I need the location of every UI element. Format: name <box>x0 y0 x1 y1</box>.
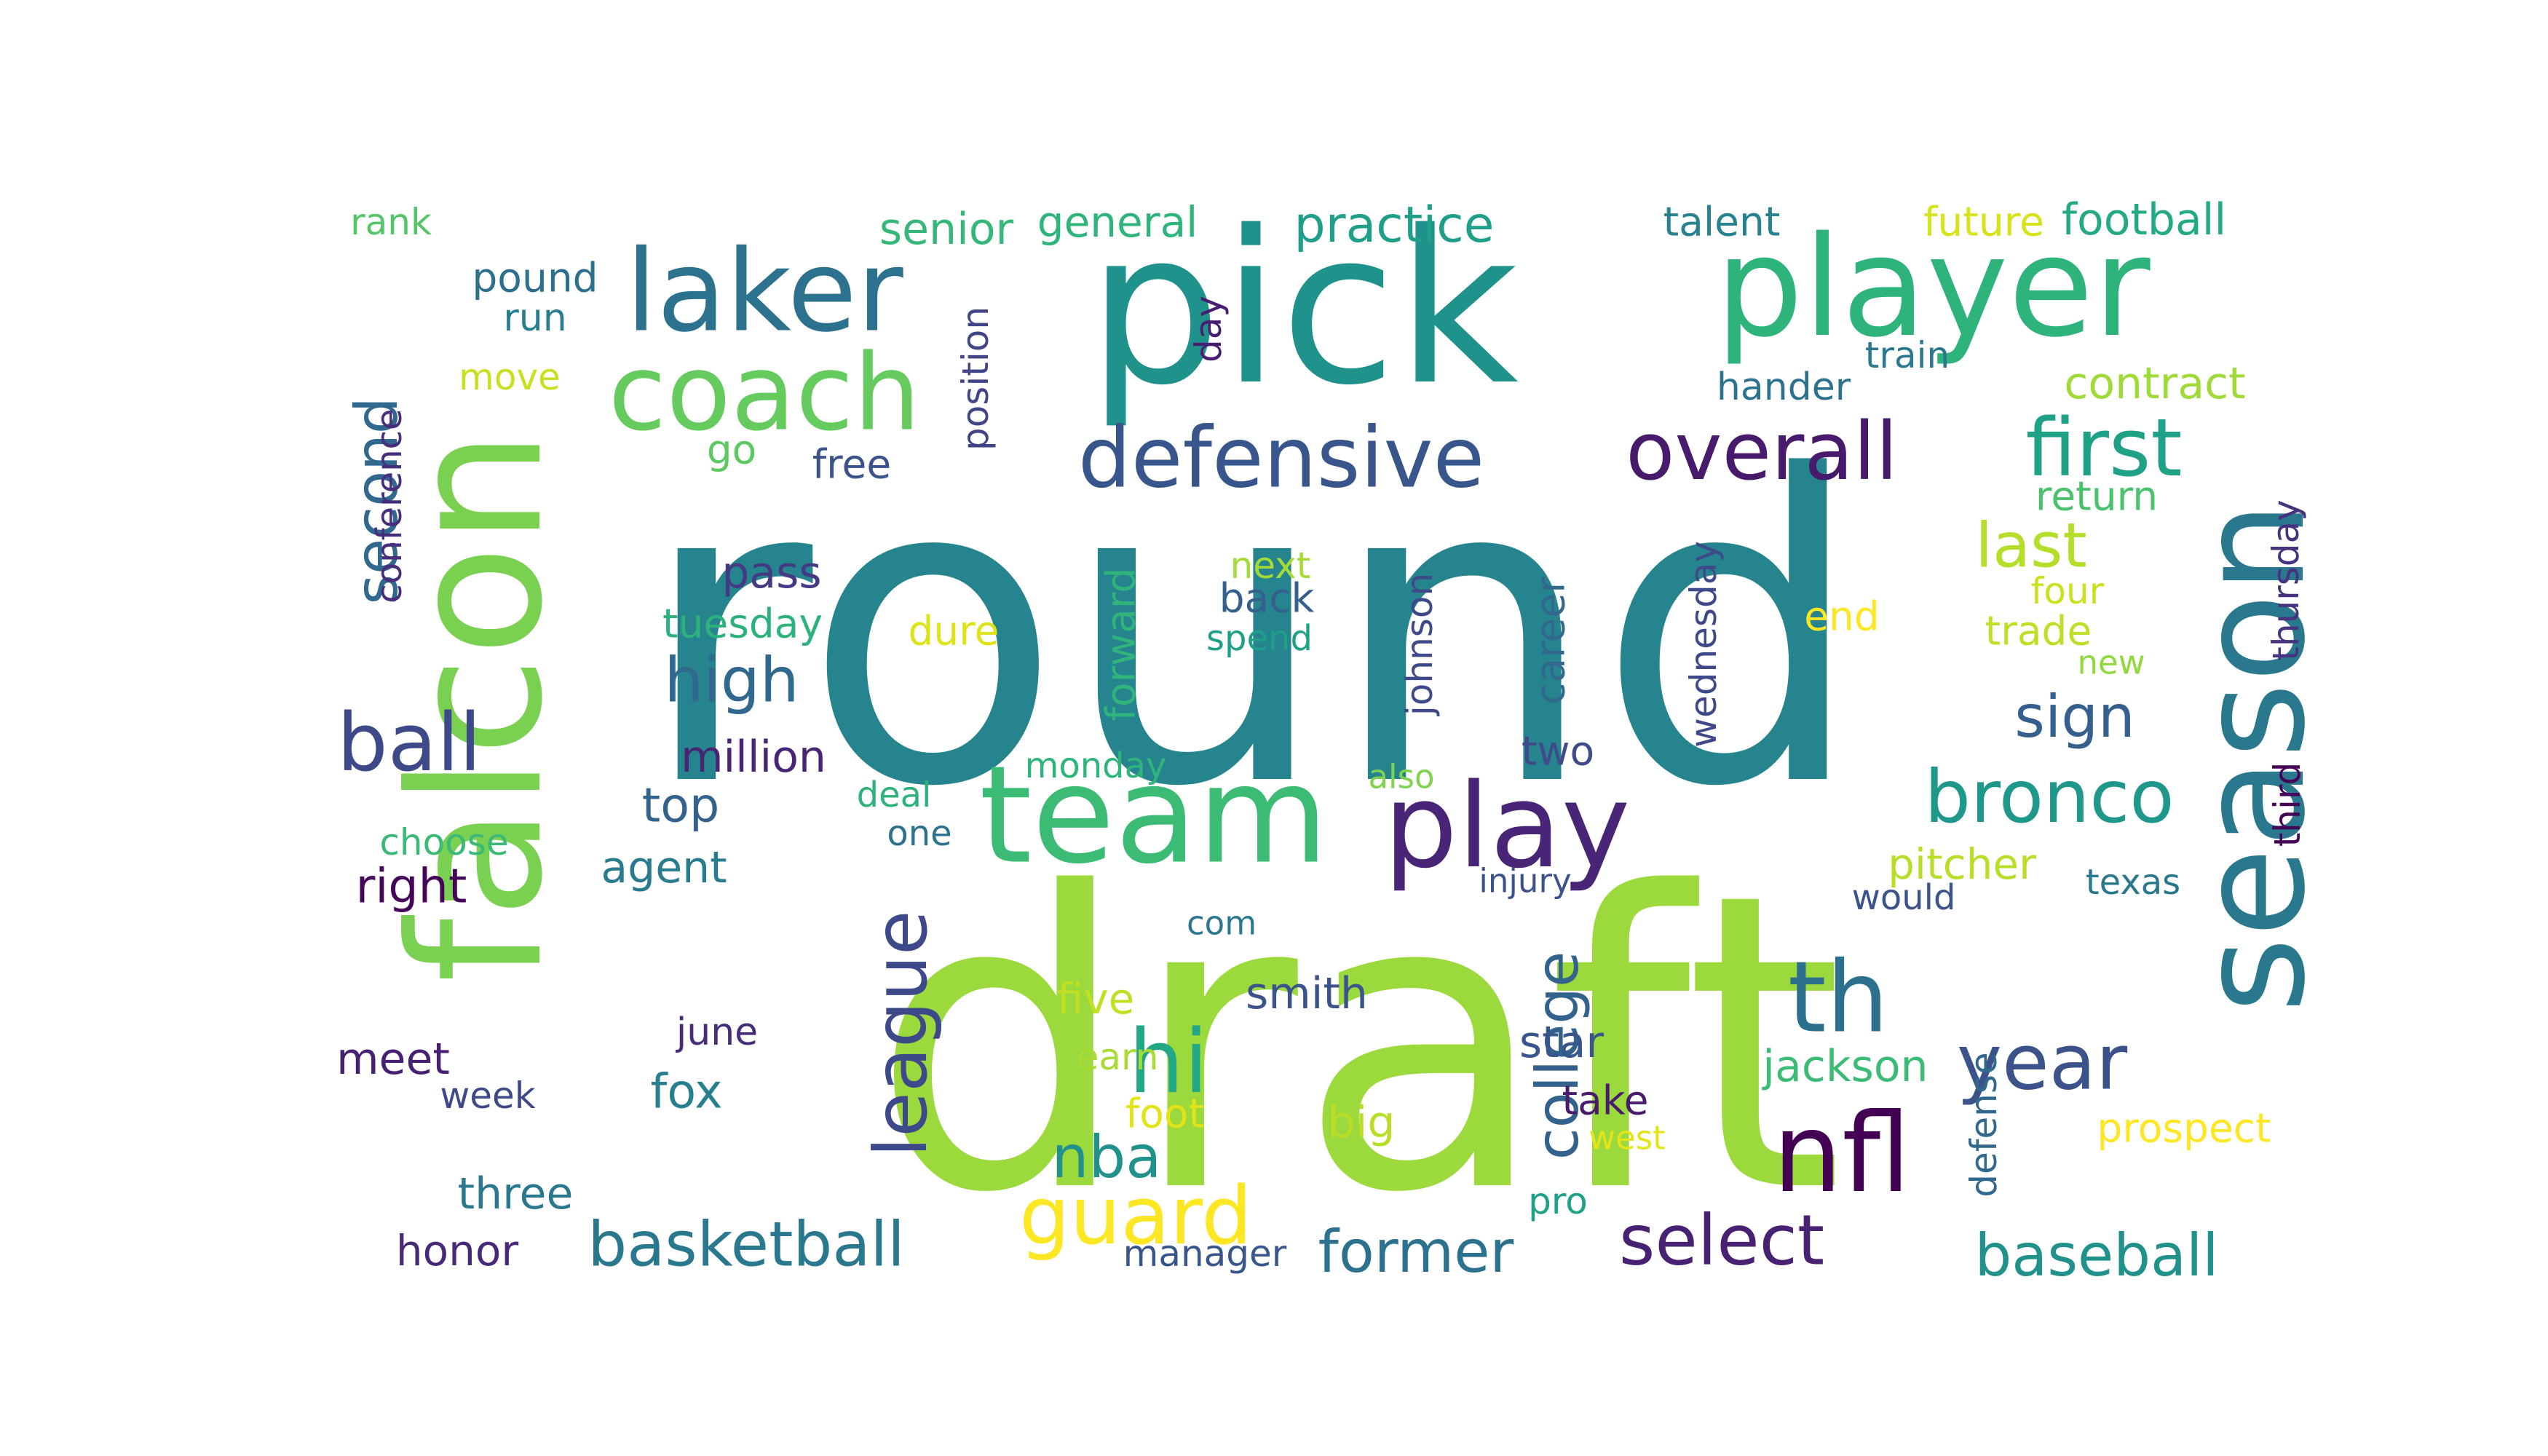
word-free: free <box>812 440 892 488</box>
word-next: next <box>1230 545 1311 587</box>
word-defense: defense <box>1963 1052 2005 1198</box>
word-football: football <box>2061 194 2227 245</box>
word-high: high <box>664 644 799 717</box>
word-monday: monday <box>1024 745 1167 786</box>
word-big: big <box>1327 1097 1396 1148</box>
word-position: position <box>954 306 997 451</box>
word-move: move <box>459 356 561 398</box>
word-earn: earn <box>1076 1036 1159 1078</box>
word-pass: pass <box>721 547 822 598</box>
word-fox: fox <box>650 1064 723 1120</box>
word-com: com <box>1186 903 1257 943</box>
word-senior: senior <box>879 204 1014 255</box>
word-talent: talent <box>1663 198 1781 245</box>
word-thursday: thursday <box>2265 499 2307 661</box>
word-train: train <box>1864 334 1950 376</box>
word-deal: deal <box>856 775 932 815</box>
word-week: week <box>440 1075 536 1117</box>
word-third: third <box>2266 761 2308 847</box>
word-million: million <box>681 732 826 783</box>
word-agent: agent <box>601 842 727 893</box>
word-draft: draft <box>871 807 1844 1282</box>
word-wednesday: wednesday <box>1682 541 1725 748</box>
word-day: day <box>1187 296 1230 363</box>
word-former: former <box>1318 1218 1514 1286</box>
word-top: top <box>641 778 720 834</box>
word-west: west <box>1588 1118 1666 1158</box>
word-last: last <box>1975 510 2087 582</box>
word-hander: hander <box>1716 365 1851 409</box>
word-return: return <box>2035 472 2159 520</box>
word-select: select <box>1618 1200 1825 1281</box>
word-pro: pro <box>1528 1180 1588 1222</box>
word-manager: manager <box>1123 1233 1287 1275</box>
word-meet: meet <box>336 1034 450 1085</box>
word-forward: forward <box>1097 567 1144 721</box>
word-year: year <box>1956 1018 2128 1107</box>
word-practice: practice <box>1294 197 1495 254</box>
word-smith: smith <box>1246 968 1368 1019</box>
word-one: one <box>887 813 952 854</box>
word-future: future <box>1923 198 2044 245</box>
word-baseball: baseball <box>1974 1222 2219 1289</box>
word-guard: guard <box>1018 1169 1253 1262</box>
word-would: would <box>1851 877 1956 918</box>
word-injury: injury <box>1479 861 1572 901</box>
word-rank: rank <box>350 201 432 243</box>
word-choose: choose <box>379 821 509 863</box>
word-round: round <box>639 387 1865 879</box>
word-pitcher: pitcher <box>1888 839 2036 889</box>
word-conference: conference <box>369 408 410 604</box>
word-basketball: basketball <box>587 1208 905 1281</box>
word-johnson: johnson <box>1398 572 1441 716</box>
word-texas: texas <box>2085 862 2181 903</box>
word-new: new <box>2077 643 2145 682</box>
word-foot: foot <box>1125 1090 1205 1137</box>
word-defensive: defensive <box>1077 409 1485 507</box>
word-contract: contract <box>2064 358 2246 409</box>
word-bronco: bronco <box>1924 754 2175 839</box>
word-two: two <box>1521 727 1595 775</box>
word-overall: overall <box>1626 405 1898 498</box>
word-honor: honor <box>395 1226 519 1275</box>
word-end: end <box>1804 593 1880 640</box>
word-jackson: jackson <box>1762 1041 1928 1092</box>
word-go: go <box>706 426 757 473</box>
word-pick: pick <box>1087 186 1519 432</box>
word-three: three <box>457 1168 574 1219</box>
word-coach: coach <box>608 331 921 455</box>
word-dure: dure <box>908 607 1000 654</box>
word-pound: pound <box>472 254 598 301</box>
word-nba: nba <box>1051 1123 1162 1191</box>
word-back: back <box>1219 574 1315 622</box>
word-also: also <box>1368 757 1435 796</box>
word-trade: trade <box>1985 607 2092 654</box>
word-ball: ball <box>336 696 482 789</box>
word-player: player <box>1715 207 2151 368</box>
word-june: june <box>676 1010 759 1054</box>
word-prospect: prospect <box>2097 1104 2271 1152</box>
word-league: league <box>858 910 943 1158</box>
word-th: th <box>1787 940 1889 1055</box>
word-team: team <box>979 736 1329 894</box>
word-laker: laker <box>625 225 903 357</box>
word-star: star <box>1519 1017 1605 1068</box>
word-right: right <box>355 859 467 914</box>
word-four: four <box>2030 570 2105 612</box>
word-first: first <box>2025 401 2183 494</box>
word-spend: spend <box>1206 618 1313 659</box>
word-hi: hi <box>1128 1012 1208 1113</box>
word-general: general <box>1037 197 1198 247</box>
word-run: run <box>503 296 567 340</box>
word-sign: sign <box>2014 683 2135 751</box>
word-play: play <box>1383 758 1631 894</box>
word-nfl: nfl <box>1773 1091 1911 1217</box>
word-take: take <box>1562 1077 1649 1124</box>
word-tuesday: tuesday <box>662 600 823 647</box>
word-five: five <box>1056 974 1135 1024</box>
word-career: career <box>1527 577 1574 705</box>
